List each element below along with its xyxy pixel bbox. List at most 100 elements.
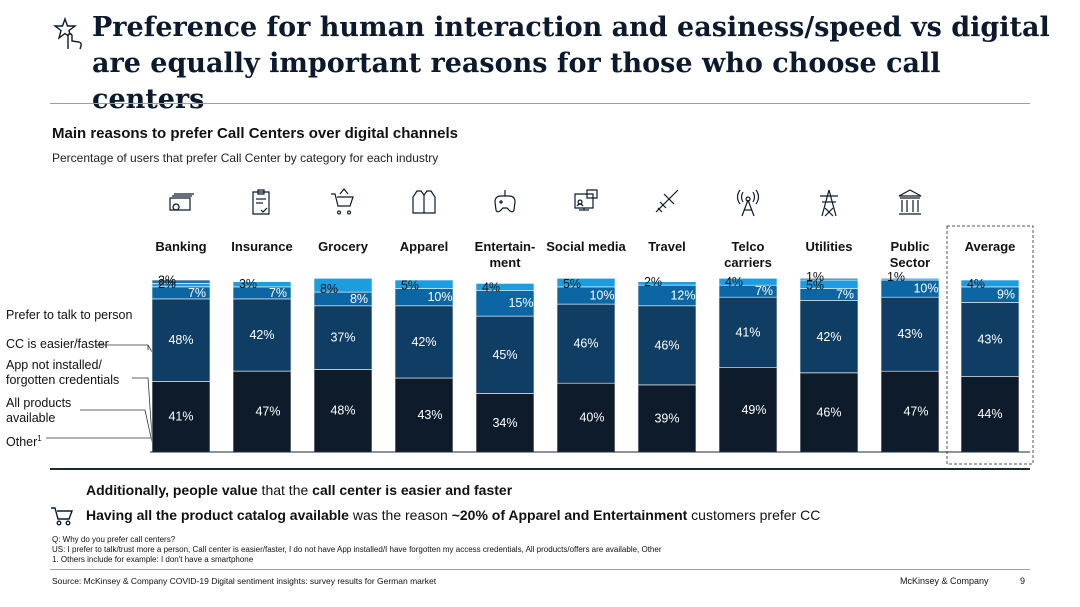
category-label: Average xyxy=(965,239,1016,254)
power-tower-icon xyxy=(820,189,838,217)
legend-connector-line xyxy=(132,377,153,438)
power-tower-icon-stroke xyxy=(828,189,837,217)
clipboard-icon-stroke xyxy=(257,189,265,195)
antenna-icon-stroke xyxy=(740,191,744,203)
social-media-icon-stroke xyxy=(577,199,583,205)
category-label: Telco xyxy=(732,239,765,254)
airplane-icon xyxy=(655,189,679,213)
data-label: 45% xyxy=(492,348,517,362)
shopping-cart-icon-stroke xyxy=(331,193,354,207)
legend-other-footnote: 1 xyxy=(37,434,42,443)
bar-segment-prefer xyxy=(637,384,697,453)
legend-other: Other1 xyxy=(6,431,42,450)
social-media-icon-stroke xyxy=(576,203,584,207)
clipboard-icon-stroke xyxy=(260,207,268,213)
category-label: Insurance xyxy=(231,239,292,254)
note-1-text: that the xyxy=(257,482,313,498)
data-label: 15% xyxy=(508,296,533,310)
legend-app-label: App not installed/ forgotten credentials xyxy=(6,358,120,387)
bar-segment-prefer xyxy=(880,370,940,453)
legend-other-label: Other xyxy=(6,435,38,450)
antenna-icon-stroke xyxy=(752,191,756,203)
bar-segment-products xyxy=(880,277,940,281)
data-label: 44% xyxy=(977,407,1002,421)
data-label: 42% xyxy=(411,335,436,349)
bar-segment-easier xyxy=(556,303,616,384)
bar-segment-easier xyxy=(151,298,211,382)
note-2-bold-b: ~20% of Apparel and Entertainment xyxy=(451,507,688,523)
category-label: Grocery xyxy=(318,239,369,254)
airplane-icon-stroke xyxy=(659,201,667,209)
category-label: Utilities xyxy=(806,239,853,254)
shopping-cart-icon xyxy=(331,188,354,215)
note-line-1: Additionally, people value that the call… xyxy=(86,482,512,498)
legend-connector-line xyxy=(80,409,153,443)
power-tower-icon-stroke xyxy=(824,207,834,217)
data-label: 48% xyxy=(168,333,193,347)
footnote-others: 1. Others include for example: I don't h… xyxy=(52,555,254,564)
note-1-bold-b: call center is easier and faster xyxy=(312,482,513,498)
legend-connector-line xyxy=(96,344,153,353)
category-label: Entertain- xyxy=(475,239,536,254)
footer-divider xyxy=(50,569,1030,570)
data-label: 40% xyxy=(579,411,604,425)
data-label: 41% xyxy=(735,326,760,340)
bar-segment-other xyxy=(799,277,859,281)
data-label: 3% xyxy=(239,277,257,291)
chart-subtitle: Main reasons to prefer Call Centers over… xyxy=(52,125,458,142)
data-label: 34% xyxy=(492,416,517,430)
average-highlight-box xyxy=(946,225,1034,465)
footnote-answers: US: I prefer to talk/trust more a person… xyxy=(52,545,662,554)
legend-products-label: All products available xyxy=(6,396,72,425)
category-label: ment xyxy=(489,255,521,270)
note-1-bold-a: Additionally, people value xyxy=(86,482,258,498)
shopping-cart-icon-stroke xyxy=(339,188,349,195)
antenna-icon-stroke xyxy=(736,189,741,205)
category-label: Banking xyxy=(155,239,206,254)
category-label: Apparel xyxy=(400,239,448,254)
clipboard-icon xyxy=(252,189,270,215)
data-label: 48% xyxy=(330,404,355,418)
shopping-cart-icon-stroke xyxy=(347,210,352,215)
antenna-icon-stroke xyxy=(747,199,755,217)
shopping-cart-icon-stroke xyxy=(337,210,342,215)
money-icon-stroke xyxy=(169,197,191,211)
note-2-bold-a: Having all the product catalog available xyxy=(86,507,349,523)
data-label: 8% xyxy=(350,292,368,306)
data-label: 5% xyxy=(806,279,824,293)
data-label: 4% xyxy=(725,275,743,289)
data-label: 47% xyxy=(903,405,928,419)
page-title: Preference for human interaction and eas… xyxy=(92,12,1050,115)
antenna-icon xyxy=(736,189,760,217)
bar-segment-products xyxy=(637,281,697,286)
data-label: 43% xyxy=(977,332,1002,346)
bar-segment-products xyxy=(718,277,778,286)
social-media-icon xyxy=(574,189,598,211)
data-label: 43% xyxy=(417,408,442,422)
airplane-icon-stroke xyxy=(657,207,663,213)
bar-segment-products xyxy=(556,277,616,288)
data-label: 7% xyxy=(188,286,206,300)
data-label: 2% xyxy=(644,275,662,289)
gamepad-icon xyxy=(494,190,516,213)
data-label: 12% xyxy=(670,289,695,303)
data-label: 7% xyxy=(755,284,773,298)
data-label: 42% xyxy=(249,328,274,342)
bar-segment-products xyxy=(960,279,1020,288)
data-label: 10% xyxy=(913,282,938,296)
bar-segment-easier xyxy=(960,302,1020,377)
data-label: 37% xyxy=(330,331,355,345)
bar-segment-app xyxy=(475,289,535,317)
data-label: 10% xyxy=(427,290,452,304)
bar-segment-products xyxy=(475,283,535,291)
antenna-icon-stroke xyxy=(755,189,760,205)
gamepad-icon-stroke xyxy=(494,195,516,213)
data-label: 46% xyxy=(573,337,598,351)
source-note: Source: McKinsey & Company COVID-19 Digi… xyxy=(52,576,437,586)
data-label: 9% xyxy=(997,288,1015,302)
data-label: 4% xyxy=(482,280,500,294)
data-label: 46% xyxy=(816,405,841,419)
money-icon xyxy=(169,193,194,211)
power-tower-icon-stroke xyxy=(821,189,830,217)
data-label: 47% xyxy=(255,405,280,419)
